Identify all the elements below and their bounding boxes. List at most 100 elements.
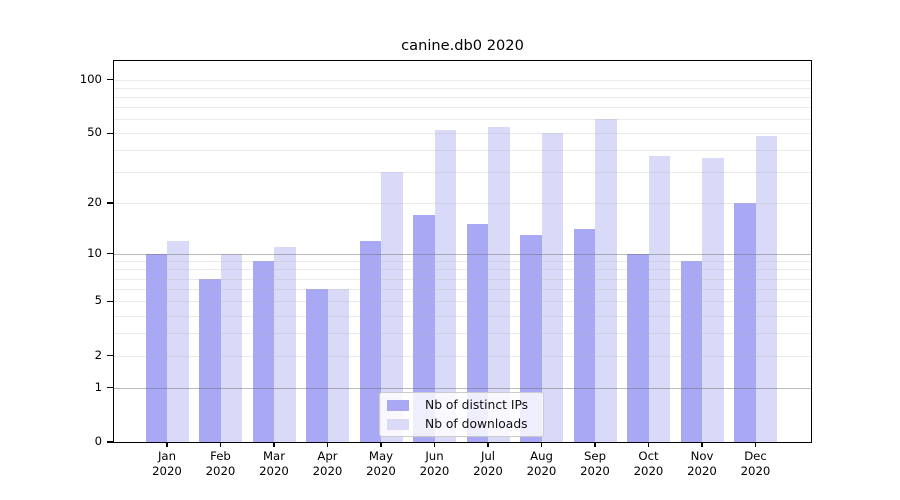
y-tick-mark: [107, 79, 113, 81]
y-tick-label: 0: [94, 434, 102, 448]
x-tick-label: Mar 2020: [242, 449, 306, 480]
legend-swatch-downloads: [387, 418, 409, 430]
bar-downloads: [488, 127, 510, 442]
y-tick-mark: [107, 132, 113, 134]
x-tick-year: 2020: [473, 464, 503, 479]
x-tick-month: Jan: [157, 449, 177, 463]
x-tick-mark: [219, 442, 222, 447]
y-tick-mark: [107, 300, 113, 302]
x-tick-mark: [754, 442, 757, 447]
y-tick-label: 100: [79, 71, 102, 86]
bar-downloads: [434, 130, 456, 442]
x-tick-year: 2020: [419, 464, 450, 479]
x-tick-label: Jun 2020: [403, 449, 467, 480]
x-tick-year: 2020: [687, 464, 717, 479]
x-tick-label: Sep 2020: [563, 449, 627, 480]
y-tick-mark: [107, 202, 113, 204]
y-tick-mark: [107, 253, 113, 255]
x-tick-mark: [701, 442, 703, 447]
y-tick-label: 1: [94, 379, 102, 394]
x-tick-label: Aug 2020: [510, 449, 574, 480]
x-tick-year: 2020: [580, 464, 610, 479]
gridline-minor: [114, 79, 811, 81]
bar-distinct-ips: [520, 234, 542, 442]
y-tick-label: 20: [87, 194, 102, 209]
x-tick-mark: [487, 442, 489, 447]
gridline-minor: [114, 96, 811, 98]
y-tick-label: 50: [87, 125, 102, 140]
legend-item-downloads: Nb of downloads: [387, 416, 535, 432]
bar-downloads: [541, 133, 563, 442]
x-tick-year: 2020: [259, 464, 289, 479]
x-tick-month: May: [368, 449, 394, 463]
x-tick-label: Feb 2020: [189, 449, 253, 480]
bar-downloads: [595, 119, 617, 442]
gridline-minor: [114, 133, 811, 135]
x-tick-label: Apr 2020: [296, 449, 360, 480]
y-tick-label: 2: [94, 347, 102, 362]
x-tick-mark: [326, 442, 329, 447]
x-tick-mark: [594, 442, 596, 447]
x-tick-month: Nov: [690, 449, 714, 463]
y-tick-label: 5: [94, 293, 102, 308]
y-tick-mark: [107, 441, 113, 443]
y-tick-mark: [107, 386, 113, 389]
x-tick-label: Oct 2020: [617, 449, 681, 480]
gridline-minor: [114, 107, 811, 109]
x-tick-month: Mar: [262, 449, 286, 463]
x-tick-mark: [540, 442, 543, 447]
x-tick-mark: [380, 442, 382, 447]
plot-area: 0 1 2 5 10 20 50 100 Jan 2020 Feb 2020 Mar 2020 Apr 202…: [80, 60, 812, 478]
x-tick-month: Jul: [480, 449, 496, 463]
bar-distinct-ips: [359, 240, 381, 442]
x-tick-month: Dec: [744, 449, 767, 463]
x-tick-year: 2020: [312, 464, 343, 479]
bar-distinct-ips: [466, 224, 488, 442]
legend-swatch-distinct-ips: [387, 399, 409, 411]
y-tick-label: 10: [87, 245, 102, 260]
x-tick-mark: [166, 442, 168, 447]
x-tick-month: Jun: [425, 449, 444, 463]
chart-title: canine.db0 2020: [401, 37, 524, 54]
bar-downloads: [381, 172, 403, 442]
bar-downloads: [274, 246, 296, 442]
legend-label: Nb of downloads: [425, 417, 528, 431]
bar-downloads: [755, 136, 777, 442]
x-tick-label: Dec 2020: [724, 449, 788, 480]
x-tick-year: 2020: [152, 464, 182, 479]
bar-distinct-ips: [627, 253, 649, 442]
bar-downloads: [648, 156, 670, 442]
legend-item-distinct-ips: Nb of distinct IPs: [387, 397, 535, 413]
bar-distinct-ips: [680, 261, 702, 442]
legend-label: Nb of distinct IPs: [425, 398, 529, 412]
legend: Nb of distinct IPs Nb of downloads: [379, 392, 544, 437]
gridline-minor: [114, 87, 811, 89]
bar-distinct-ips: [573, 229, 595, 442]
x-tick-month: Feb: [210, 449, 231, 463]
x-tick-year: 2020: [633, 464, 664, 479]
bar-downloads: [327, 289, 349, 442]
x-tick-mark: [273, 442, 275, 447]
bar-distinct-ips: [199, 278, 221, 442]
x-tick-year: 2020: [740, 464, 771, 479]
x-tick-year: 2020: [526, 464, 557, 479]
x-tick-label: May 2020: [349, 449, 413, 480]
x-tick-month: Sep: [583, 449, 607, 463]
bar-downloads: [220, 253, 242, 442]
bar-distinct-ips: [306, 289, 328, 442]
x-tick-year: 2020: [366, 464, 396, 479]
bar-downloads: [167, 240, 189, 442]
bar-distinct-ips: [252, 261, 274, 442]
bar-downloads: [702, 158, 724, 442]
x-tick-year: 2020: [205, 464, 236, 479]
bar-distinct-ips: [413, 215, 435, 442]
x-tick-label: Nov 2020: [670, 449, 734, 480]
bar-distinct-ips: [734, 202, 756, 442]
gridline-minor: [114, 119, 811, 121]
x-tick-month: Oct: [638, 449, 659, 463]
x-tick-month: Aug: [530, 449, 553, 463]
x-tick-month: Apr: [317, 449, 338, 463]
x-tick-mark: [433, 442, 436, 447]
x-tick-mark: [647, 442, 650, 447]
